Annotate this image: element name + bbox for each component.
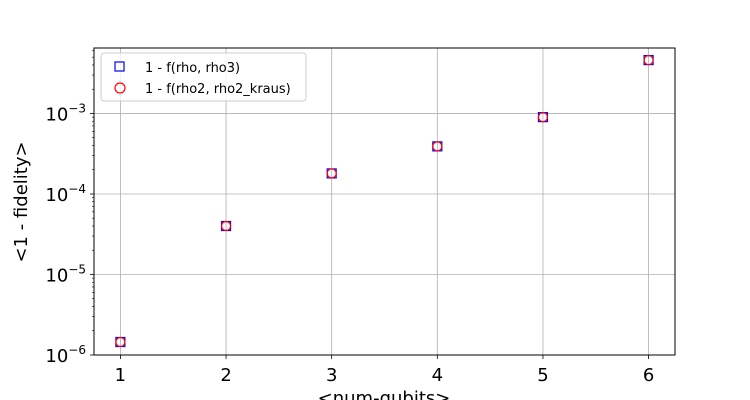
plot-frame [93,47,676,356]
series-2-point [432,141,443,152]
x-tick-label: 5 [537,365,548,386]
legend-label-series-2: 1 - f(rho2, rho2_kraus) [145,82,291,97]
x-tick-label: 4 [432,365,443,386]
y-tick-label: 10−3 [45,101,86,125]
y-axis-label: <1 - fidelity> [11,141,32,262]
x-tick-label: 3 [326,365,337,386]
x-tick-label: 2 [220,365,231,386]
legend-frame [100,52,307,102]
x-tick-label: 6 [643,365,654,386]
legend-label-series-1: 1 - f(rho, rho3) [145,61,240,76]
legend-marker-circle [114,82,126,94]
legend-marker-square [114,61,125,72]
series-2-point [115,336,126,348]
y-tick-label: 10−5 [45,262,86,286]
legend: 1 - f(rho, rho3) 1 - f(rho2, rho2_kraus) [100,52,307,102]
series-2-point [643,54,654,66]
y-tick-label: 10−4 [45,182,86,206]
x-axis-label: <num-qubits> [318,388,451,400]
y-tick-label: 10−6 [45,343,86,367]
x-tick-label: 1 [115,365,126,386]
axis-ticks: 1 2 3 4 5 6 10−6 10−5 10−4 10−3 [45,50,654,386]
data-points [115,54,654,348]
series-2-point [537,112,549,123]
series-2-point [326,168,337,179]
series-2-point [220,220,232,232]
